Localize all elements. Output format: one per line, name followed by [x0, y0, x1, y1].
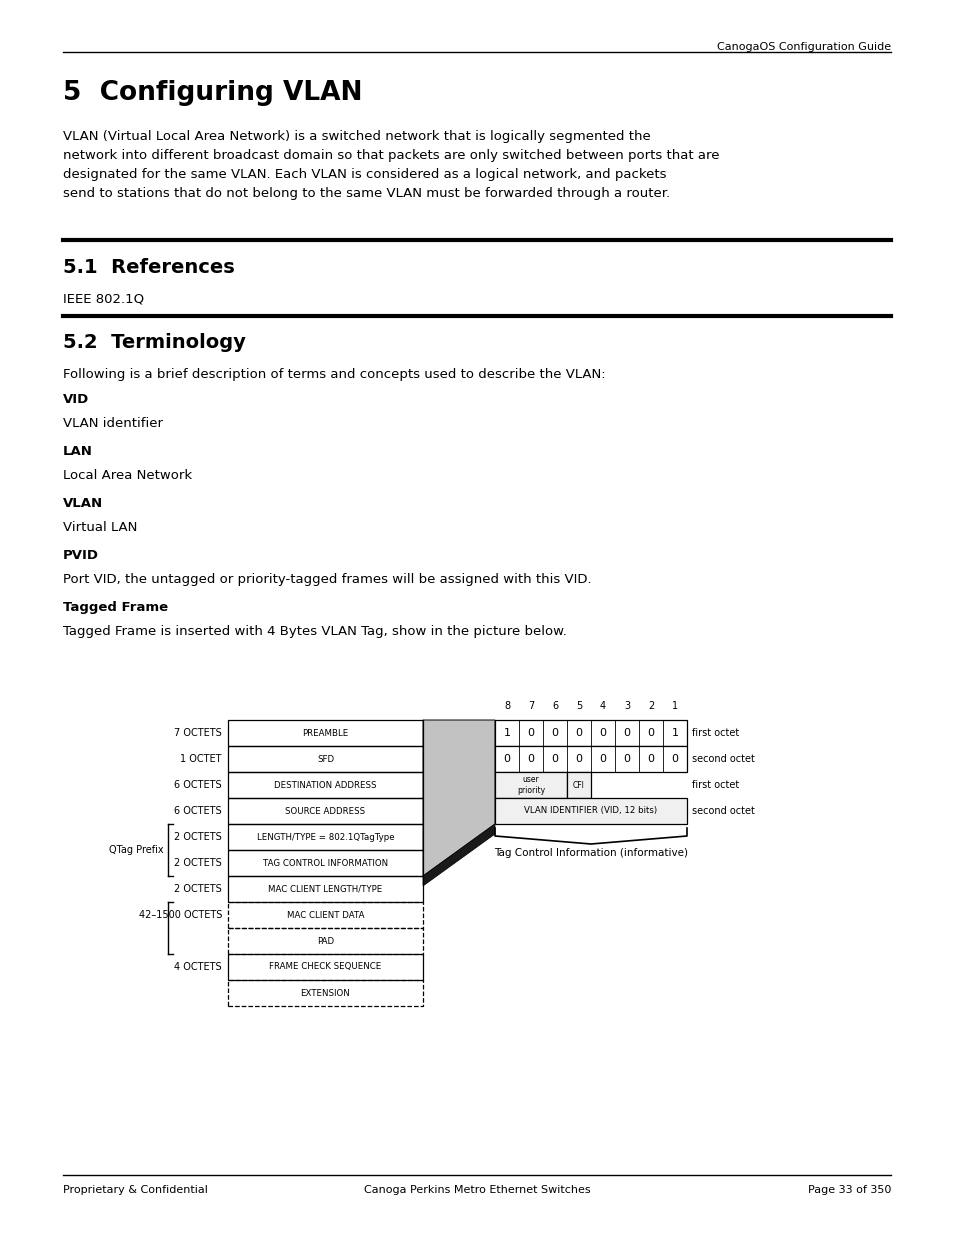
- Text: 0: 0: [623, 727, 630, 739]
- Text: 7: 7: [527, 701, 534, 711]
- Text: first octet: first octet: [691, 727, 739, 739]
- Text: QTag Prefix: QTag Prefix: [110, 845, 164, 855]
- Text: VLAN IDENTIFIER (VID, 12 bits): VLAN IDENTIFIER (VID, 12 bits): [524, 806, 657, 815]
- Bar: [495, 746, 686, 772]
- Bar: [228, 720, 422, 746]
- Text: 42–1500 OCTETS: 42–1500 OCTETS: [138, 910, 222, 920]
- Text: TAG CONTROL INFORMATION: TAG CONTROL INFORMATION: [263, 858, 388, 867]
- Text: 5.1  References: 5.1 References: [63, 258, 234, 277]
- Text: 0: 0: [575, 727, 582, 739]
- Text: CFI: CFI: [573, 781, 584, 789]
- Text: 6 OCTETS: 6 OCTETS: [174, 806, 222, 816]
- Text: 2 OCTETS: 2 OCTETS: [174, 858, 222, 868]
- Text: 0: 0: [527, 727, 534, 739]
- Text: first octet: first octet: [691, 781, 739, 790]
- Text: 1: 1: [671, 727, 678, 739]
- Bar: [228, 902, 422, 927]
- Text: SFD: SFD: [316, 755, 334, 763]
- Text: CanogaOS Configuration Guide: CanogaOS Configuration Guide: [716, 42, 890, 52]
- Text: 2: 2: [647, 701, 654, 711]
- Bar: [228, 772, 422, 798]
- Text: MAC CLIENT LENGTH/TYPE: MAC CLIENT LENGTH/TYPE: [268, 884, 382, 893]
- Text: 0: 0: [551, 755, 558, 764]
- Text: second octet: second octet: [691, 755, 754, 764]
- Text: Tag Control Information (informative): Tag Control Information (informative): [494, 848, 687, 858]
- Text: Page 33 of 350: Page 33 of 350: [807, 1186, 890, 1195]
- Text: PREAMBLE: PREAMBLE: [302, 729, 348, 737]
- Text: 6: 6: [552, 701, 558, 711]
- Bar: [228, 981, 422, 1007]
- Text: LENGTH/TYPE = 802.1QTagType: LENGTH/TYPE = 802.1QTagType: [256, 832, 394, 841]
- Text: PVID: PVID: [63, 550, 99, 562]
- Text: 0: 0: [503, 755, 510, 764]
- Text: DESTINATION ADDRESS: DESTINATION ADDRESS: [274, 781, 376, 789]
- Text: user
priority: user priority: [517, 774, 544, 795]
- Text: EXTENSION: EXTENSION: [300, 988, 350, 998]
- Bar: [228, 850, 422, 876]
- Text: 1: 1: [503, 727, 510, 739]
- Text: 0: 0: [623, 755, 630, 764]
- Text: Following is a brief description of terms and concepts used to describe the VLAN: Following is a brief description of term…: [63, 368, 605, 382]
- Text: VLAN: VLAN: [63, 496, 103, 510]
- Polygon shape: [422, 824, 495, 885]
- Bar: [566, 772, 590, 798]
- Text: 0: 0: [647, 755, 654, 764]
- Text: IEEE 802.1Q: IEEE 802.1Q: [63, 291, 144, 305]
- Bar: [228, 824, 422, 850]
- Text: 5.2  Terminology: 5.2 Terminology: [63, 333, 246, 352]
- Text: Local Area Network: Local Area Network: [63, 469, 192, 482]
- Bar: [495, 720, 686, 746]
- Bar: [228, 798, 422, 824]
- Text: 2 OCTETS: 2 OCTETS: [174, 884, 222, 894]
- Text: 8: 8: [503, 701, 510, 711]
- Text: 0: 0: [671, 755, 678, 764]
- Text: 1 OCTET: 1 OCTET: [180, 755, 222, 764]
- Text: FRAME CHECK SEQUENCE: FRAME CHECK SEQUENCE: [269, 962, 381, 972]
- Text: SOURCE ADDRESS: SOURCE ADDRESS: [285, 806, 365, 815]
- Text: Tagged Frame: Tagged Frame: [63, 601, 168, 614]
- Bar: [228, 927, 422, 953]
- Text: 5: 5: [576, 701, 581, 711]
- Text: Port VID, the untagged or priority-tagged frames will be assigned with this VID.: Port VID, the untagged or priority-tagge…: [63, 573, 591, 585]
- Bar: [228, 746, 422, 772]
- Text: Virtual LAN: Virtual LAN: [63, 521, 137, 534]
- Bar: [495, 798, 686, 824]
- Text: 6 OCTETS: 6 OCTETS: [174, 781, 222, 790]
- Text: 0: 0: [598, 755, 606, 764]
- Text: MAC CLIENT DATA: MAC CLIENT DATA: [287, 910, 364, 920]
- Polygon shape: [422, 720, 495, 876]
- Bar: [495, 772, 566, 798]
- Text: 0: 0: [575, 755, 582, 764]
- Text: 0: 0: [527, 755, 534, 764]
- Text: 3: 3: [623, 701, 629, 711]
- Bar: [228, 953, 422, 981]
- Text: 4 OCTETS: 4 OCTETS: [174, 962, 222, 972]
- Text: VID: VID: [63, 393, 90, 406]
- Text: PAD: PAD: [316, 936, 334, 946]
- Text: 0: 0: [647, 727, 654, 739]
- Text: 4: 4: [599, 701, 605, 711]
- Text: Canoga Perkins Metro Ethernet Switches: Canoga Perkins Metro Ethernet Switches: [363, 1186, 590, 1195]
- Text: second octet: second octet: [691, 806, 754, 816]
- Text: VLAN (Virtual Local Area Network) is a switched network that is logically segmen: VLAN (Virtual Local Area Network) is a s…: [63, 130, 719, 200]
- Text: 0: 0: [551, 727, 558, 739]
- Text: Proprietary & Confidential: Proprietary & Confidential: [63, 1186, 208, 1195]
- Text: 0: 0: [598, 727, 606, 739]
- Text: 5  Configuring VLAN: 5 Configuring VLAN: [63, 80, 362, 106]
- Text: 2 OCTETS: 2 OCTETS: [174, 832, 222, 842]
- Text: VLAN identifier: VLAN identifier: [63, 417, 163, 430]
- Text: LAN: LAN: [63, 445, 92, 458]
- Text: Tagged Frame is inserted with 4 Bytes VLAN Tag, show in the picture below.: Tagged Frame is inserted with 4 Bytes VL…: [63, 625, 566, 638]
- Text: 7 OCTETS: 7 OCTETS: [174, 727, 222, 739]
- Text: 1: 1: [671, 701, 678, 711]
- Bar: [228, 876, 422, 902]
